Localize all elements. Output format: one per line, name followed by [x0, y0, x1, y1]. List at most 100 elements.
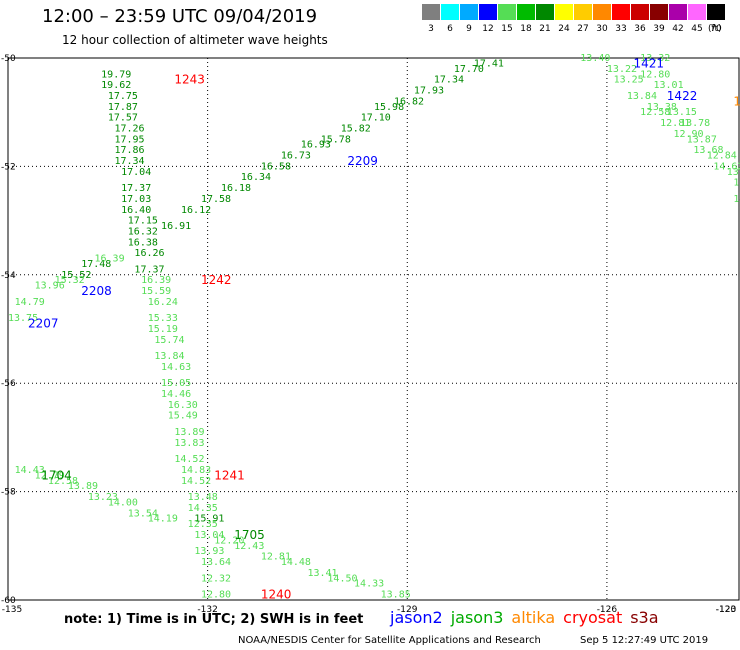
wave-height-value: 14.33	[733, 194, 740, 205]
wave-height-value: 14.52	[174, 454, 204, 465]
wave-height-value: 15.49	[168, 411, 198, 422]
wave-height-value: 13.01	[653, 80, 683, 91]
wave-height-value: 16.39	[95, 254, 125, 265]
legend-swatch	[688, 4, 706, 20]
wave-height-value: 13.25	[614, 75, 644, 86]
lat-tick-label: -58	[1, 488, 16, 498]
wave-height-value: 19.62	[101, 80, 131, 91]
wave-height-value: 16.38	[128, 237, 158, 248]
wave-height-value: 16.58	[261, 161, 291, 172]
wave-height-value: 16.91	[161, 221, 191, 232]
satellite-name: altika	[511, 608, 556, 627]
wave-height-value: 13.85	[381, 590, 411, 601]
page-subtitle: 12 hour collection of altimeter wave hei…	[62, 33, 328, 47]
wave-height-value: 13.64	[201, 557, 231, 568]
wave-height-value: 13.59	[727, 167, 740, 178]
wave-height-value: 16.73	[281, 151, 311, 162]
wave-height-value: 12.90	[673, 129, 703, 140]
wave-height-value: 17.86	[114, 145, 144, 156]
pass-time-label: 1459	[733, 94, 740, 108]
legend-label: 30	[596, 24, 608, 34]
wave-height-value: 17.95	[114, 134, 144, 145]
wave-height-value: 13.32	[640, 53, 670, 64]
wave-height-value: 12.32	[201, 573, 231, 584]
wave-height-value: 12.43	[234, 541, 264, 552]
wave-height-value: 12.81	[261, 552, 291, 563]
legend-swatch	[536, 4, 554, 20]
pass-time-label: 1242	[201, 273, 232, 287]
wave-height-value: 17.34	[114, 156, 144, 167]
wave-height-value: 12.84	[707, 151, 737, 162]
pass-time-label: 1240	[261, 588, 292, 602]
wave-height-value: 14.46	[161, 389, 191, 400]
wave-height-value: 17.10	[361, 113, 391, 124]
legend-swatch	[517, 4, 535, 20]
lon-tick-label: -123	[716, 605, 736, 615]
wave-height-value: 13.38	[647, 102, 677, 113]
wave-height-value: 16.18	[221, 183, 251, 194]
wave-height-value: 15.33	[148, 313, 178, 324]
pass-time-label: 1704	[41, 468, 72, 482]
legend-label: 45	[691, 24, 703, 34]
footer-note: note: 1) Time is in UTC; 2) SWH is in fe…	[64, 612, 364, 627]
wave-height-value: 12.80	[640, 69, 670, 80]
wave-height-value: 16.34	[241, 172, 271, 183]
satellite-name: jason2	[390, 608, 443, 627]
satellite-name: cryosat	[563, 608, 623, 627]
wave-height-value: 15.52	[61, 270, 91, 281]
wave-height-value: 12.35	[188, 519, 218, 530]
wave-height-value: 13.40	[580, 53, 610, 64]
wave-height-value: 19.79	[101, 69, 131, 80]
pass-time-label: 2208	[81, 284, 112, 298]
wave-height-value: 13.83	[174, 438, 204, 449]
wave-height-value: 15.91	[194, 514, 224, 525]
wave-height-value: 15.78	[321, 134, 351, 145]
wave-height-value: 13.48	[188, 492, 218, 503]
wave-height-value: 13.84	[154, 351, 184, 362]
wave-height-value: 14.43	[15, 465, 45, 476]
pass-time-label: 1705	[234, 528, 265, 542]
wave-height-value: 15.98	[374, 102, 404, 113]
legend-label: 21	[539, 24, 551, 34]
lat-tick-label: -50	[1, 54, 16, 64]
wave-height-value: 16.32	[128, 226, 158, 237]
legend-label: 12	[482, 24, 494, 34]
wave-height-value: 16.30	[168, 400, 198, 411]
lon-tick-label: -132	[197, 605, 217, 615]
legend-swatch	[650, 4, 668, 20]
legend-label: 42	[672, 24, 684, 34]
legend-label: 24	[558, 24, 570, 34]
wave-height-value: 14.33	[354, 579, 384, 590]
pass-time-label: 1421	[634, 56, 665, 70]
wave-height-value: 13.84	[627, 91, 657, 102]
lat-tick-label: -56	[1, 379, 16, 389]
wave-height-value: 14.79	[15, 297, 45, 308]
wave-height-value: 14.52	[181, 476, 211, 487]
legend-swatch	[498, 4, 516, 20]
legend-label: 27	[577, 24, 589, 34]
wave-height-value: 12.81	[660, 118, 690, 129]
wave-height-value: 17.34	[434, 75, 464, 86]
legend-swatch	[612, 4, 630, 20]
wave-height-value: 12.58	[48, 476, 78, 487]
wave-height-value: 17.37	[134, 264, 164, 275]
wave-height-value: 15.59	[141, 286, 171, 297]
wave-height-value: 13.04	[194, 530, 224, 541]
wave-height-value: 16.26	[134, 248, 164, 259]
legend-label: 9	[466, 24, 472, 34]
wave-height-value: 17.41	[474, 58, 504, 69]
legend-label: 3	[428, 24, 434, 34]
wave-height-value: 15.74	[154, 335, 184, 346]
legend-swatch	[707, 4, 725, 20]
wave-height-value: 17.58	[201, 194, 231, 205]
wave-height-value: 17.04	[121, 167, 151, 178]
pass-time-label: 1422	[667, 89, 698, 103]
wave-height-value: 13.41	[307, 568, 337, 579]
lat-tick-label: -54	[1, 271, 16, 281]
legend-swatch	[631, 4, 649, 20]
generated-time: Sep 5 12:27:49 UTC 2019	[580, 635, 709, 646]
wave-height-value: 12.20	[214, 535, 244, 546]
wave-height-value: 14.62	[713, 161, 740, 172]
wave-height-value: 14.19	[148, 514, 178, 525]
wave-height-value: 14.63	[161, 362, 191, 373]
